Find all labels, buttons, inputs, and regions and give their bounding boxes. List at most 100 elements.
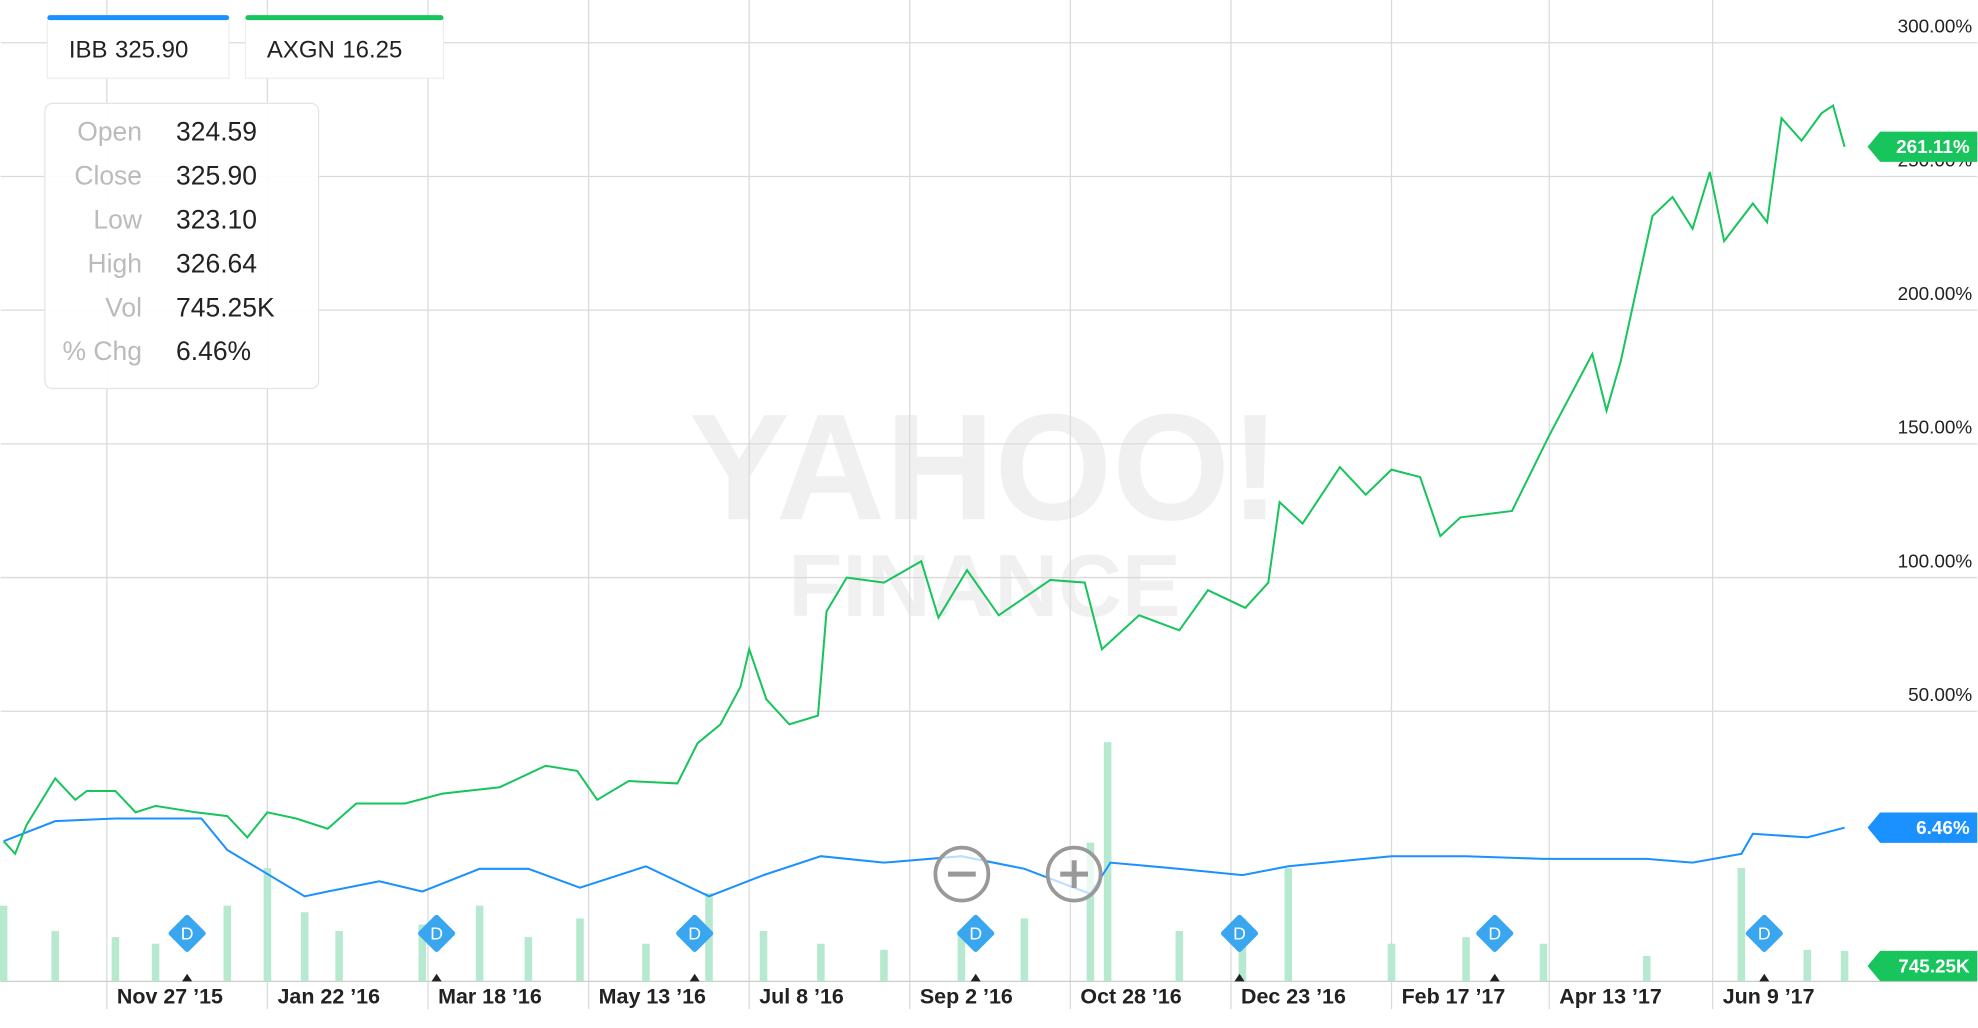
- x-tick-label: Apr 13 ’17: [1559, 984, 1661, 1008]
- legend-price: 325.90: [115, 37, 188, 64]
- tooltip-value: 324.59: [176, 117, 257, 147]
- dividend-tick: [431, 973, 442, 982]
- volume-bar: [1462, 937, 1470, 982]
- volume-bar: [1840, 950, 1849, 982]
- watermark: YAHOO!: [689, 383, 1281, 552]
- x-tick-label: Nov 27 ’15: [117, 984, 223, 1008]
- volume-bar: [1642, 955, 1651, 982]
- tooltip-label: Low: [93, 204, 142, 234]
- y-tick-label: 100.00%: [1898, 551, 1973, 572]
- legend-item[interactable]: IBB 325.90: [46, 15, 230, 79]
- x-tick-label: May 13 ’16: [599, 984, 706, 1008]
- dividend-marker[interactable]: [675, 914, 714, 953]
- legend-swatch: [47, 15, 230, 21]
- series-line: [2, 103, 1846, 856]
- volume-bar: [223, 905, 232, 982]
- volume-bar: [524, 937, 533, 982]
- tooltip-panel: [44, 102, 320, 390]
- tooltip-label: Open: [77, 117, 142, 147]
- volume-bar: [759, 931, 768, 982]
- legend-label: IBB 325.90: [69, 37, 188, 64]
- dividend-tick: [970, 973, 981, 982]
- volume-badge: 745.25K: [1898, 956, 1970, 977]
- y-tick-label: 150.00%: [1898, 418, 1973, 439]
- dividend-marker[interactable]: [1220, 914, 1259, 953]
- dividend-tick: [1489, 973, 1500, 982]
- legend-price: 16.25: [342, 37, 402, 64]
- volume-bar: [1737, 868, 1746, 982]
- last-value-badge-bg: [1867, 131, 1978, 162]
- tooltip-label: High: [88, 248, 142, 278]
- tooltip-label: % Chg: [63, 336, 142, 366]
- x-tick-label: Feb 17 ’17: [1402, 984, 1506, 1008]
- legend-box: [244, 17, 445, 79]
- last-value-badge: 261.11%: [1896, 137, 1970, 158]
- y-tick-label: 50.00%: [1908, 685, 1972, 706]
- legend-name: AXGN: [267, 37, 335, 64]
- legend-swatch: [245, 15, 444, 21]
- tooltip-label: Close: [74, 161, 142, 191]
- volume-bar: [263, 868, 272, 982]
- dividend-label: D: [1488, 923, 1501, 943]
- last-value-badge: 6.46%: [1916, 818, 1970, 839]
- tooltip-value: 323.10: [176, 204, 257, 234]
- volume-bar: [151, 943, 160, 982]
- tooltip-value: 6.46%: [176, 336, 251, 366]
- dividend-tick: [1234, 973, 1245, 982]
- volume-bar: [957, 931, 966, 982]
- volume-bar: [642, 943, 650, 982]
- dividend-tick: [182, 973, 193, 982]
- dividend-label: D: [181, 923, 194, 943]
- volume-bar: [111, 937, 120, 982]
- volume-bar: [1103, 742, 1112, 982]
- tooltip-label: Vol: [105, 292, 142, 322]
- y-tick-label: 300.00%: [1898, 17, 1973, 38]
- zoom-in-button[interactable]: [1045, 845, 1103, 903]
- x-tick-label: Oct 28 ’16: [1080, 984, 1181, 1008]
- dividend-marker[interactable]: [1745, 914, 1784, 953]
- volume-bar: [1086, 842, 1095, 982]
- zoom-out-button[interactable]: [933, 845, 991, 903]
- zoom-bar: [1071, 860, 1077, 888]
- volume-bar: [300, 912, 309, 982]
- dividend-marker[interactable]: [168, 914, 207, 953]
- tooltip-value: 745.25K: [176, 292, 275, 322]
- volume-bar: [576, 918, 584, 982]
- watermark: FINANCE: [788, 536, 1180, 635]
- volume-bar: [1539, 943, 1548, 982]
- legend-item[interactable]: AXGN 16.25: [244, 15, 445, 79]
- volume-bar: [0, 905, 8, 982]
- volume-bar: [475, 905, 484, 982]
- volume-bar: [1284, 868, 1293, 982]
- tooltip-value: 326.64: [176, 248, 257, 278]
- volume-badge-bg: [1867, 950, 1978, 982]
- dividend-marker[interactable]: [1475, 914, 1514, 953]
- dividend-marker[interactable]: [417, 914, 456, 953]
- dividend-label: D: [688, 923, 701, 943]
- legend-name: IBB: [69, 37, 108, 64]
- volume-bar: [51, 931, 60, 982]
- volume-bar: [1387, 943, 1396, 982]
- volume-bar: [1020, 918, 1029, 982]
- volume-bar: [335, 931, 343, 982]
- y-tick-label: 200.00%: [1898, 284, 1973, 305]
- volume-bar: [880, 949, 888, 982]
- volume-bar: [418, 924, 427, 982]
- dividend-tick: [1759, 973, 1770, 982]
- volume-bar: [1175, 931, 1184, 982]
- last-value-badge-bg: [1867, 812, 1978, 843]
- dividend-tick: [689, 973, 700, 982]
- x-tick-label: Dec 23 ’16: [1241, 984, 1346, 1008]
- tooltip-value: 325.90: [176, 161, 257, 191]
- x-tick-label: Sep 2 ’16: [920, 984, 1013, 1008]
- x-tick-label: Jun 9 ’17: [1723, 984, 1815, 1008]
- dividend-label: D: [430, 923, 443, 943]
- volume-bar: [1803, 949, 1812, 982]
- dividend-marker[interactable]: [956, 914, 995, 953]
- x-tick-label: Jan 22 ’16: [278, 984, 381, 1008]
- x-tick-label: Jul 8 ’16: [759, 984, 844, 1008]
- dividend-label: D: [1758, 923, 1771, 943]
- zoom-bar: [948, 871, 976, 877]
- dividend-label: D: [969, 923, 982, 943]
